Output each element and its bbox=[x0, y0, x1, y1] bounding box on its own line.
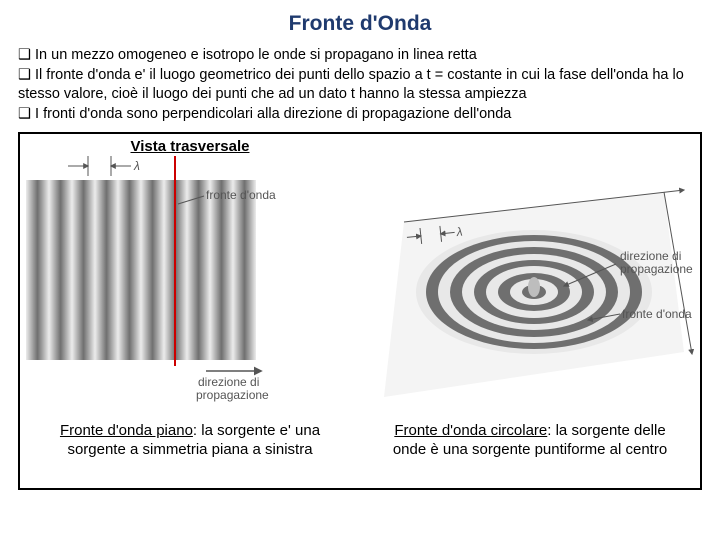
lambda-label: λ bbox=[133, 159, 140, 173]
circular-wave-figure: λ direzione di propagazione fronte d'ond… bbox=[360, 134, 700, 418]
bullet-1: ❑ In un mezzo omogeneo e isotropo le ond… bbox=[18, 46, 702, 66]
page-title: Fronte d'Onda bbox=[18, 12, 702, 36]
dir-label-1: direzione di bbox=[620, 249, 681, 263]
plane-wave-svg: λ fronte d'onda direzione di propagazion… bbox=[26, 156, 356, 406]
lambda-bracket-icon: λ bbox=[68, 156, 140, 176]
plane-wave-figure: Vista trasversale bbox=[20, 134, 360, 418]
fronte-donda-text: fronte d'onda bbox=[206, 188, 276, 202]
circular-rings bbox=[416, 230, 652, 354]
plane-wave-caption: Fronte d'onda piano: la sorgente e' una … bbox=[20, 418, 360, 488]
bullet-list: ❑ In un mezzo omogeneo e isotropo le ond… bbox=[18, 46, 702, 124]
figure-frame: Vista trasversale bbox=[18, 132, 702, 490]
plane-wave-top-label: Vista trasversale bbox=[20, 138, 360, 155]
dir-label-2: propagazione bbox=[196, 388, 269, 402]
plane-wave-stripes bbox=[26, 180, 256, 360]
circ-caption-lead: Fronte d'onda circolare bbox=[394, 422, 547, 439]
circular-wave-caption: Fronte d'onda circolare: la sorgente del… bbox=[360, 418, 700, 488]
bullet-2-text: Il fronte d'onda e' il luogo geometrico … bbox=[18, 67, 684, 103]
circular-wave-svg: λ direzione di propagazione fronte d'ond… bbox=[364, 144, 698, 412]
propagation-arrow: direzione di propagazione bbox=[196, 371, 269, 402]
figures-row: Vista trasversale bbox=[20, 134, 700, 418]
bullet-3-text: I fronti d'onda sono perpendicolari alla… bbox=[35, 106, 511, 122]
bullet-1-text: In un mezzo omogeneo e isotropo le onde … bbox=[35, 47, 477, 63]
dir-label-1: direzione di bbox=[198, 375, 259, 389]
bullet-3: ❑ I fronti d'onda sono perpendicolari al… bbox=[18, 105, 702, 125]
plane-caption-lead: Fronte d'onda piano bbox=[60, 422, 193, 439]
bullet-2: ❑ Il fronte d'onda e' il luogo geometric… bbox=[18, 66, 702, 105]
fronte-donda-text: fronte d'onda bbox=[622, 307, 692, 321]
dir-label-2: propagazione bbox=[620, 262, 693, 276]
captions-row: Fronte d'onda piano: la sorgente e' una … bbox=[20, 418, 700, 488]
